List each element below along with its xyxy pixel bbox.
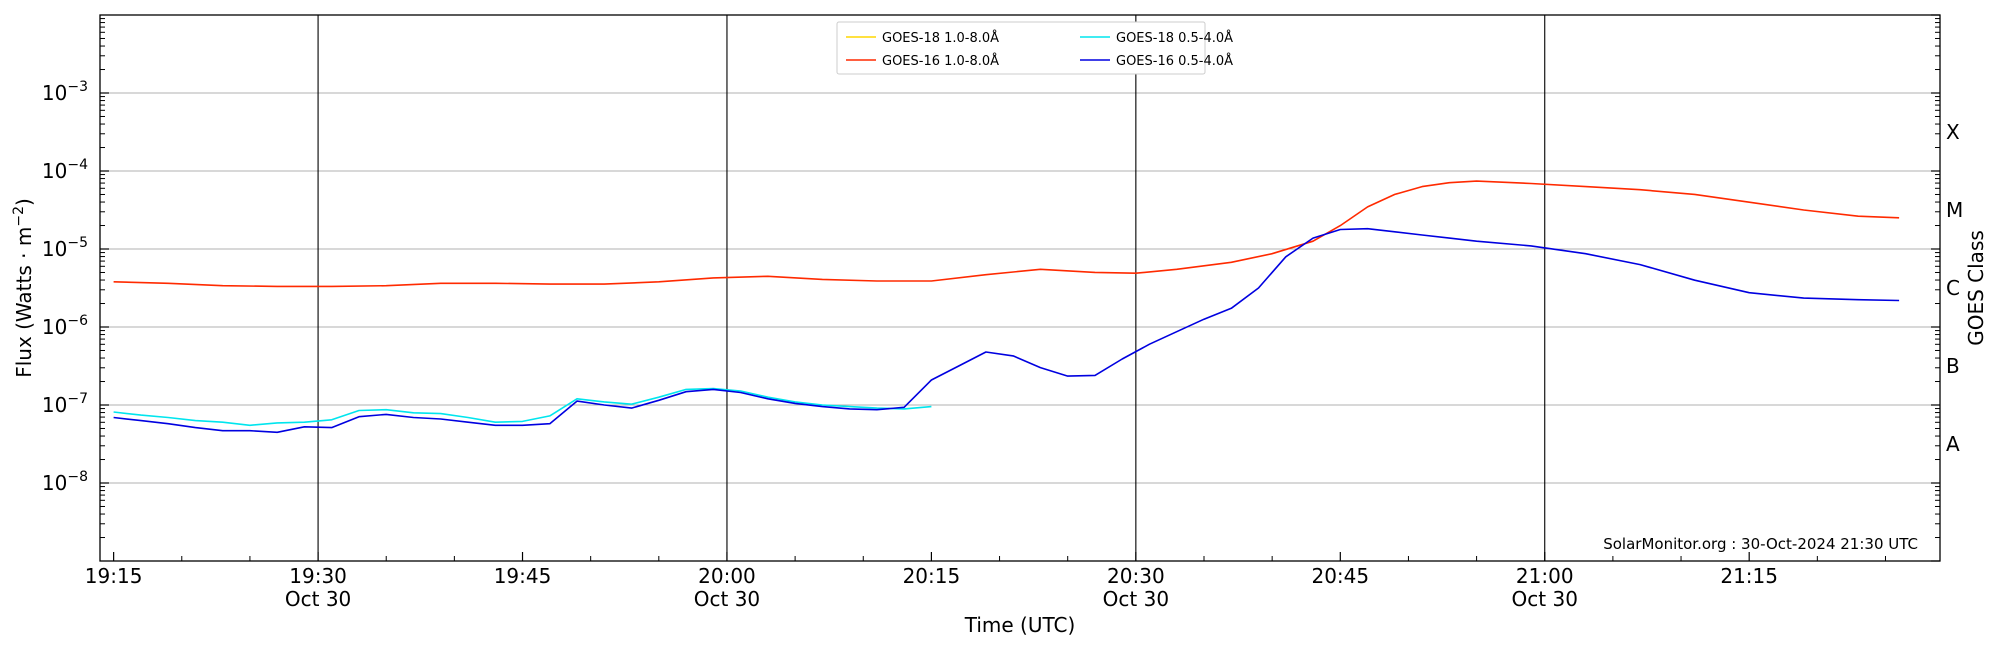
goes-class-label: A [1946,432,1960,456]
x-tick-label: 19:30 [289,564,347,588]
legend-label: GOES-18 0.5-4.0Å [1116,30,1233,46]
legend-label: GOES-16 1.0-8.0Å [882,53,999,69]
legend-label: GOES-18 1.0-8.0Å [882,30,999,46]
x-tick-label: 20:30 [1107,564,1165,588]
goes-class-label: B [1946,354,1960,378]
legend-box [836,21,1206,75]
legend-label: GOES-16 0.5-4.0Å [1116,53,1233,69]
x-tick-label: 21:00 [1516,564,1574,588]
y-tick-label: 10−6 [42,313,88,339]
legend: GOES-18 1.0-8.0Å GOES-18 0.5-4.0Å GOES-16 … [836,21,1233,75]
y-axis-title: Flux (Watts · m−2) [11,198,36,378]
series-line-3 [113,227,1900,434]
series-lines [113,180,1900,434]
plot-frame [99,14,1941,562]
grid-lines [100,92,1940,484]
goes-class-label: C [1946,276,1960,300]
x-axis-title: Time (UTC) [964,613,1076,637]
x-tick-date-label: Oct 30 [694,587,760,611]
goes-class-labels: X M C B A [1946,120,1963,456]
goes-class-label: M [1946,198,1963,222]
y-tick-label: 10−5 [42,235,88,261]
y-tick-label: 10−4 [42,157,88,183]
right-axis-title: GOES Class [1964,230,1988,346]
x-tick-label: 19:15 [85,564,143,588]
y-axis-title-exponent: −2 [11,206,27,227]
series-line-1 [113,387,932,427]
x-tick-label: 19:45 [494,564,552,588]
credit-text: SolarMonitor.org : 30-Oct-2024 21:30 UTC [1603,535,1918,553]
y-tick-label: 10−3 [42,79,88,105]
y-tick-label: 10−8 [42,469,88,495]
y-axis-ticks: 10−3 10−4 10−5 10−6 10−7 10−8 [42,14,1940,562]
x-tick-date-label: Oct 30 [285,587,351,611]
x-tick-label: 21:15 [1720,564,1778,588]
series-line-2 [113,180,1900,288]
day-vertical-lines [317,15,1546,561]
x-tick-label: 20:15 [903,564,961,588]
x-tick-date-label: Oct 30 [1512,587,1578,611]
y-tick-label: 10−7 [42,391,88,417]
x-tick-date-label: Oct 30 [1103,587,1169,611]
x-tick-label: 20:45 [1311,564,1369,588]
goes-class-label: X [1946,120,1960,144]
x-tick-label: 20:00 [698,564,756,588]
